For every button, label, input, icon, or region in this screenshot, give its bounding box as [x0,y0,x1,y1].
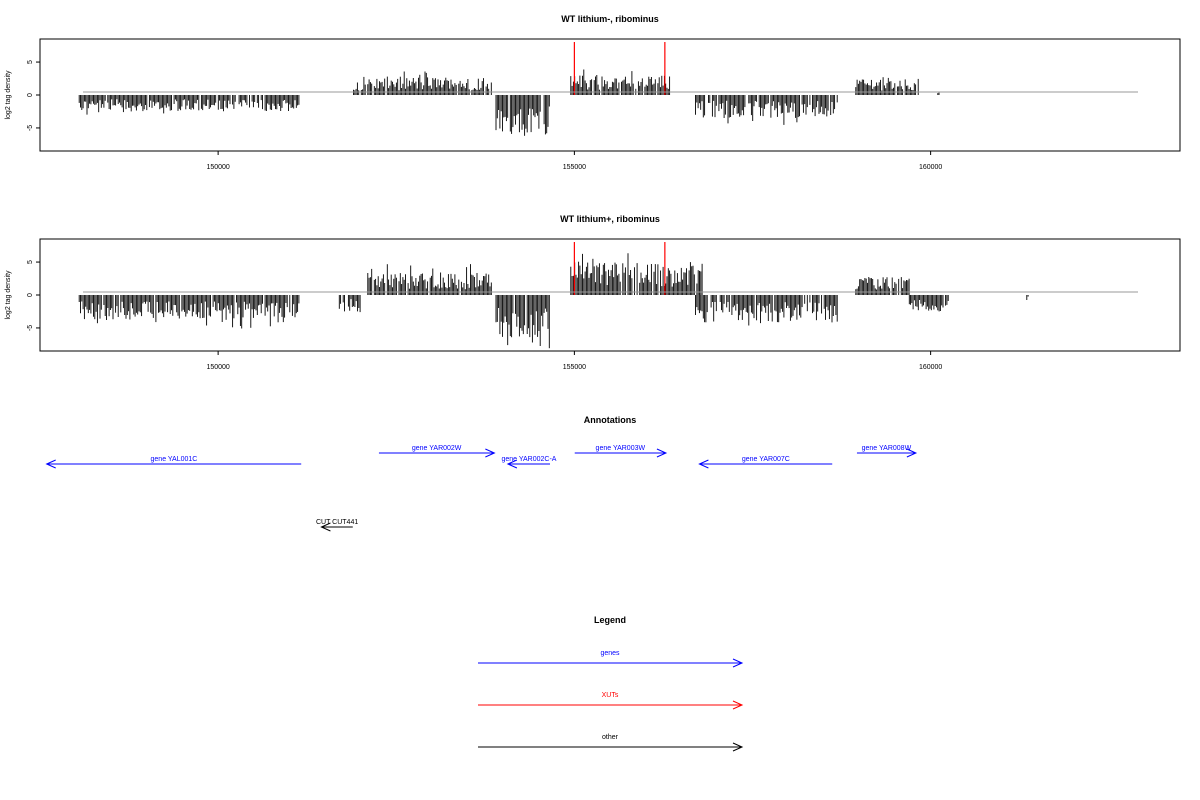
y-tick-label: -5 [27,125,34,131]
legend-label: genes [600,650,620,657]
y-axis: -5 0 5 [27,60,40,131]
x-tick-label: 150000 [206,364,229,371]
arrow-head [506,459,518,469]
arrow-head [485,448,496,458]
legend-title: Legend [594,615,626,625]
x-tick-label: 155000 [563,364,586,371]
annotation-label: gene YAR007C [742,456,790,463]
annotation-arrow: gene YAL001C [45,456,302,469]
legend-item: XUTs [478,692,744,710]
annotation-label: gene YAL001C [151,456,198,463]
annotation-label: gene YAR002C-A [501,456,556,463]
y-tick-label: 5 [27,60,34,64]
x-axis: 150000 155000 160000 [206,151,942,171]
arrow-head [45,459,56,469]
x-tick-label: 155000 [563,164,586,171]
annotation-arrow: gene YAR002W [378,445,496,458]
arrow-head [698,459,709,469]
annotation-label: gene YAR002W [412,445,462,452]
panel-title: WT lithium-, ribominus [561,14,659,24]
arrow-head [732,658,744,668]
x-tick-label: 150000 [206,164,229,171]
annotations-title: Annotations [584,415,637,425]
arrow-head [732,742,744,752]
arrow-head [656,448,668,458]
legend-label: XUTs [602,692,619,699]
annotation-label: CUT CUT441 [316,519,358,526]
panel-lithium-plus: WT lithium+, ribominus -5 0 5 150000 155000… [5,214,1181,371]
panel-title: WT lithium+, ribominus [560,214,660,224]
legend-label: other [602,734,619,741]
annotation-arrows: gene YAL001C gene YAR002W gene YAR002C-A ge… [45,445,918,532]
annotation-arrow: gene YAR008W [856,445,918,458]
y-axis: -5 0 5 [27,260,40,331]
y-axis-label: log2 tag density [5,70,12,120]
x-axis: 150000 155000 160000 [206,351,942,371]
annotation-arrow: gene YAR003W [574,445,668,458]
annotation-arrow: gene YAR007C [698,456,833,469]
legend-section: Legend genes XUTs other [478,615,744,752]
annotation-label: gene YAR003W [596,445,646,452]
annotation-arrow: gene YAR002C-A [501,456,557,469]
y-tick-label: 0 [27,293,34,297]
legend-items: genes XUTs other [478,650,744,752]
annotation-label: gene YAR008W [862,445,912,452]
arrow-head [906,448,918,458]
legend-item: genes [478,650,744,668]
panel-lithium-minus: WT lithium-, ribominus -5 0 5 150000 155000… [5,14,1181,171]
annotation-arrow: CUT CUT441 [316,519,358,532]
y-tick-label: 5 [27,260,34,264]
arrow-head [320,522,331,532]
bar-series [78,42,940,136]
y-tick-label: -5 [27,325,34,331]
legend-item: other [478,734,744,752]
y-axis-label: log2 tag density [5,270,12,320]
bar-series [78,242,1029,349]
y-tick-label: 0 [27,93,34,97]
x-tick-label: 160000 [919,164,942,171]
arrow-head [732,700,744,710]
x-tick-label: 160000 [919,364,942,371]
